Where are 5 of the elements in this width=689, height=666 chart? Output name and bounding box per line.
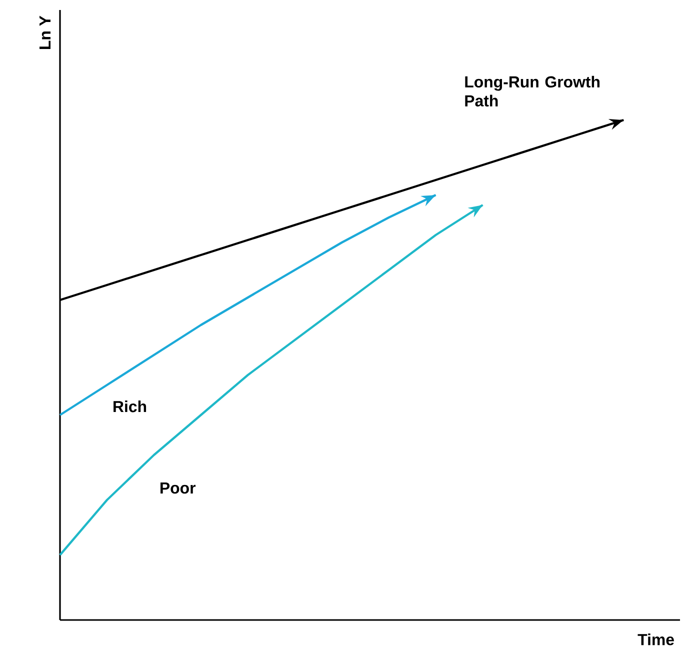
x-axis-title: Time: [638, 634, 674, 646]
series-label: Rich: [114, 400, 146, 412]
series-label: Poor: [160, 482, 196, 494]
y-axis-title: Ln Y: [40, 16, 50, 49]
series-label: Long-Run Growth Path: [465, 76, 600, 106]
